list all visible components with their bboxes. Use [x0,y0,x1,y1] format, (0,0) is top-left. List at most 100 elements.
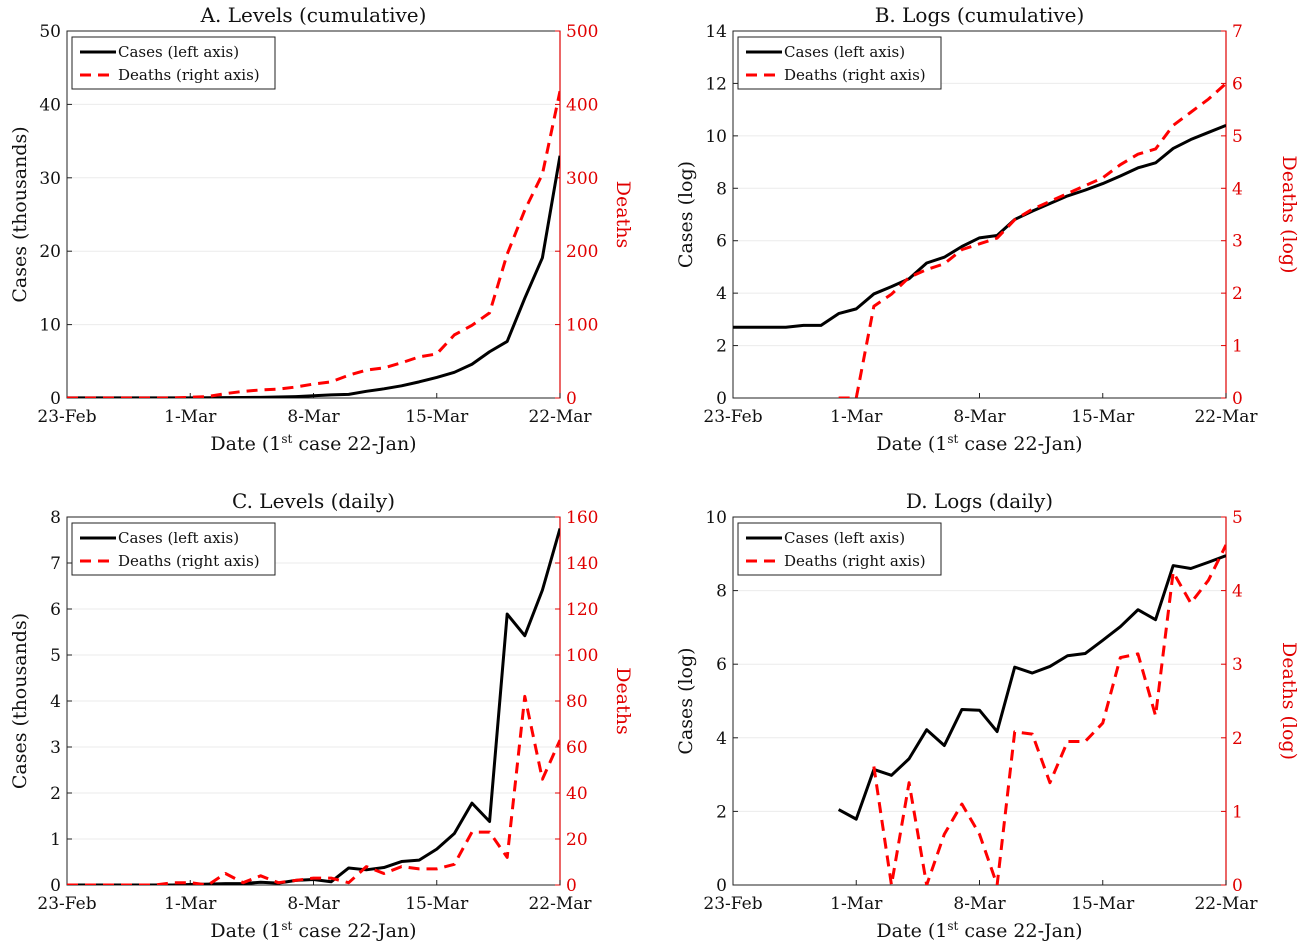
legend-deaths-label: Deaths (right axis) [118,552,260,570]
x-axis-label: Date (1st case 22-Jan) [876,919,1082,942]
panel-title: A. Levels (cumulative) [200,3,427,27]
panel-title: C. Levels (daily) [232,489,395,513]
x-tick-label: 1-Mar [830,894,883,914]
y-left-tick-label: 6 [50,600,61,620]
x-tick-label: 15-Mar [405,407,469,427]
x-axis-label-tail: case 22-Jan) [292,433,416,455]
x-axis-label-main: Date (1 [876,920,947,942]
y-right-axis-label: Deaths [612,181,634,248]
y-right-tick-label: 5 [1232,508,1243,528]
y-left-tick-label: 1 [50,830,61,850]
x-tick-label: 8-Mar [287,894,340,914]
x-axis-label-main: Date (1 [876,433,947,455]
y-left-axis-label: Cases (log) [675,161,697,268]
y-right-tick-label: 400 [566,95,598,115]
y-left-tick-label: 14 [705,22,727,42]
y-left-tick-label: 10 [705,127,727,147]
y-left-tick-label: 30 [39,169,61,189]
x-axis-label-main: Date (1 [210,433,281,455]
y-left-tick-label: 5 [50,646,61,666]
legend-deaths-label: Deaths (right axis) [784,66,926,84]
x-axis-label: Date (1st case 22-Jan) [876,432,1082,455]
legend-deaths-label: Deaths (right axis) [784,552,926,570]
x-tick-label: 8-Mar [953,407,1006,427]
x-axis-label-tail: case 22-Jan) [958,433,1082,455]
legend: Cases (left axis) Deaths (right axis) [71,522,276,576]
x-axis-label: Date (1st case 22-Jan) [210,919,416,942]
cases-series-line [837,554,1226,821]
x-tick-label: 22-Mar [1194,407,1258,427]
deaths-series-line [838,82,1226,398]
x-tick-label: 15-Mar [405,894,469,914]
y-right-tick-label: 300 [566,169,598,189]
legend-cases-label: Cases (left axis) [784,43,905,61]
legend-box [737,522,942,576]
y-right-tick-label: 3 [1232,232,1243,252]
y-left-tick-label: 12 [705,74,727,94]
y-left-axis-label: Cases (thousands) [9,613,31,789]
x-tick-label: 23-Feb [37,894,96,914]
y-right-tick-label: 140 [566,554,598,574]
y-left-tick-label: 8 [716,582,727,602]
x-tick-label: 22-Mar [1194,894,1258,914]
y-left-tick-label: 0 [50,876,61,896]
y-right-tick-label: 4 [1232,179,1243,199]
chart-panel-d: 0 2 4 6 8 10 0 1 2 3 4 5 23-Feb 1-Mar 8-Mar 15-Mar 22-Ma… [675,489,1300,942]
panel-title: B. Logs (cumulative) [875,3,1085,27]
y-left-tick-label: 10 [705,508,727,528]
y-left-tick-label: 2 [50,784,61,804]
y-left-axis-label: Cases (thousands) [9,126,31,302]
y-right-tick-label: 200 [566,242,598,262]
y-right-tick-label: 20 [566,830,588,850]
y-right-tick-label: 1 [1232,802,1243,822]
y-right-tick-label: 1 [1232,337,1243,357]
x-axis-label-tail: case 22-Jan) [292,920,416,942]
y-left-tick-label: 0 [716,876,727,896]
y-left-tick-label: 50 [39,22,61,42]
y-right-axis-label: Deaths [612,667,634,734]
y-right-tick-label: 80 [566,692,588,712]
y-left-tick-label: 10 [39,316,61,336]
y-left-axis-label: Cases (log) [675,647,697,754]
y-left-tick-label: 20 [39,242,61,262]
y-right-tick-label: 2 [1232,729,1243,749]
y-left-tick-label: 40 [39,95,61,115]
x-tick-label: 23-Feb [703,407,762,427]
y-left-tick-label: 4 [50,692,61,712]
x-tick-label: 1-Mar [830,407,883,427]
x-tick-label: 22-Mar [528,894,592,914]
x-tick-label: 23-Feb [37,407,96,427]
y-right-axis-label: Deaths (log) [1278,642,1300,760]
y-right-tick-label: 0 [1232,389,1243,409]
y-left-tick-label: 2 [716,337,727,357]
y-left-tick-label: 8 [716,179,727,199]
y-left-tick-label: 2 [716,802,727,822]
y-left-tick-label: 0 [50,389,61,409]
deaths-series-line [67,90,560,398]
x-tick-label: 15-Mar [1071,894,1135,914]
x-tick-label: 22-Mar [528,407,592,427]
y-right-tick-label: 6 [1232,74,1243,94]
legend-box [737,36,942,90]
y-right-tick-label: 100 [566,646,598,666]
y-left-tick-label: 4 [716,284,727,304]
x-axis-label-sup: st [281,919,292,933]
x-axis-label-sup: st [281,432,292,446]
x-axis-label-sup: st [947,432,958,446]
y-left-tick-label: 6 [716,655,727,675]
y-left-tick-label: 3 [50,738,61,758]
x-axis-label-sup: st [947,919,958,933]
x-tick-label: 8-Mar [953,894,1006,914]
x-axis-label-tail: case 22-Jan) [958,920,1082,942]
y-right-tick-label: 0 [566,389,577,409]
y-right-tick-label: 0 [566,876,577,896]
y-right-tick-label: 3 [1232,655,1243,675]
legend: Cases (left axis) Deaths (right axis) [71,36,276,90]
x-axis-label-main: Date (1 [210,920,281,942]
y-right-axis-label: Deaths (log) [1278,156,1300,274]
y-right-tick-label: 5 [1232,127,1243,147]
legend: Cases (left axis) Deaths (right axis) [737,522,942,576]
y-right-tick-label: 40 [566,784,588,804]
